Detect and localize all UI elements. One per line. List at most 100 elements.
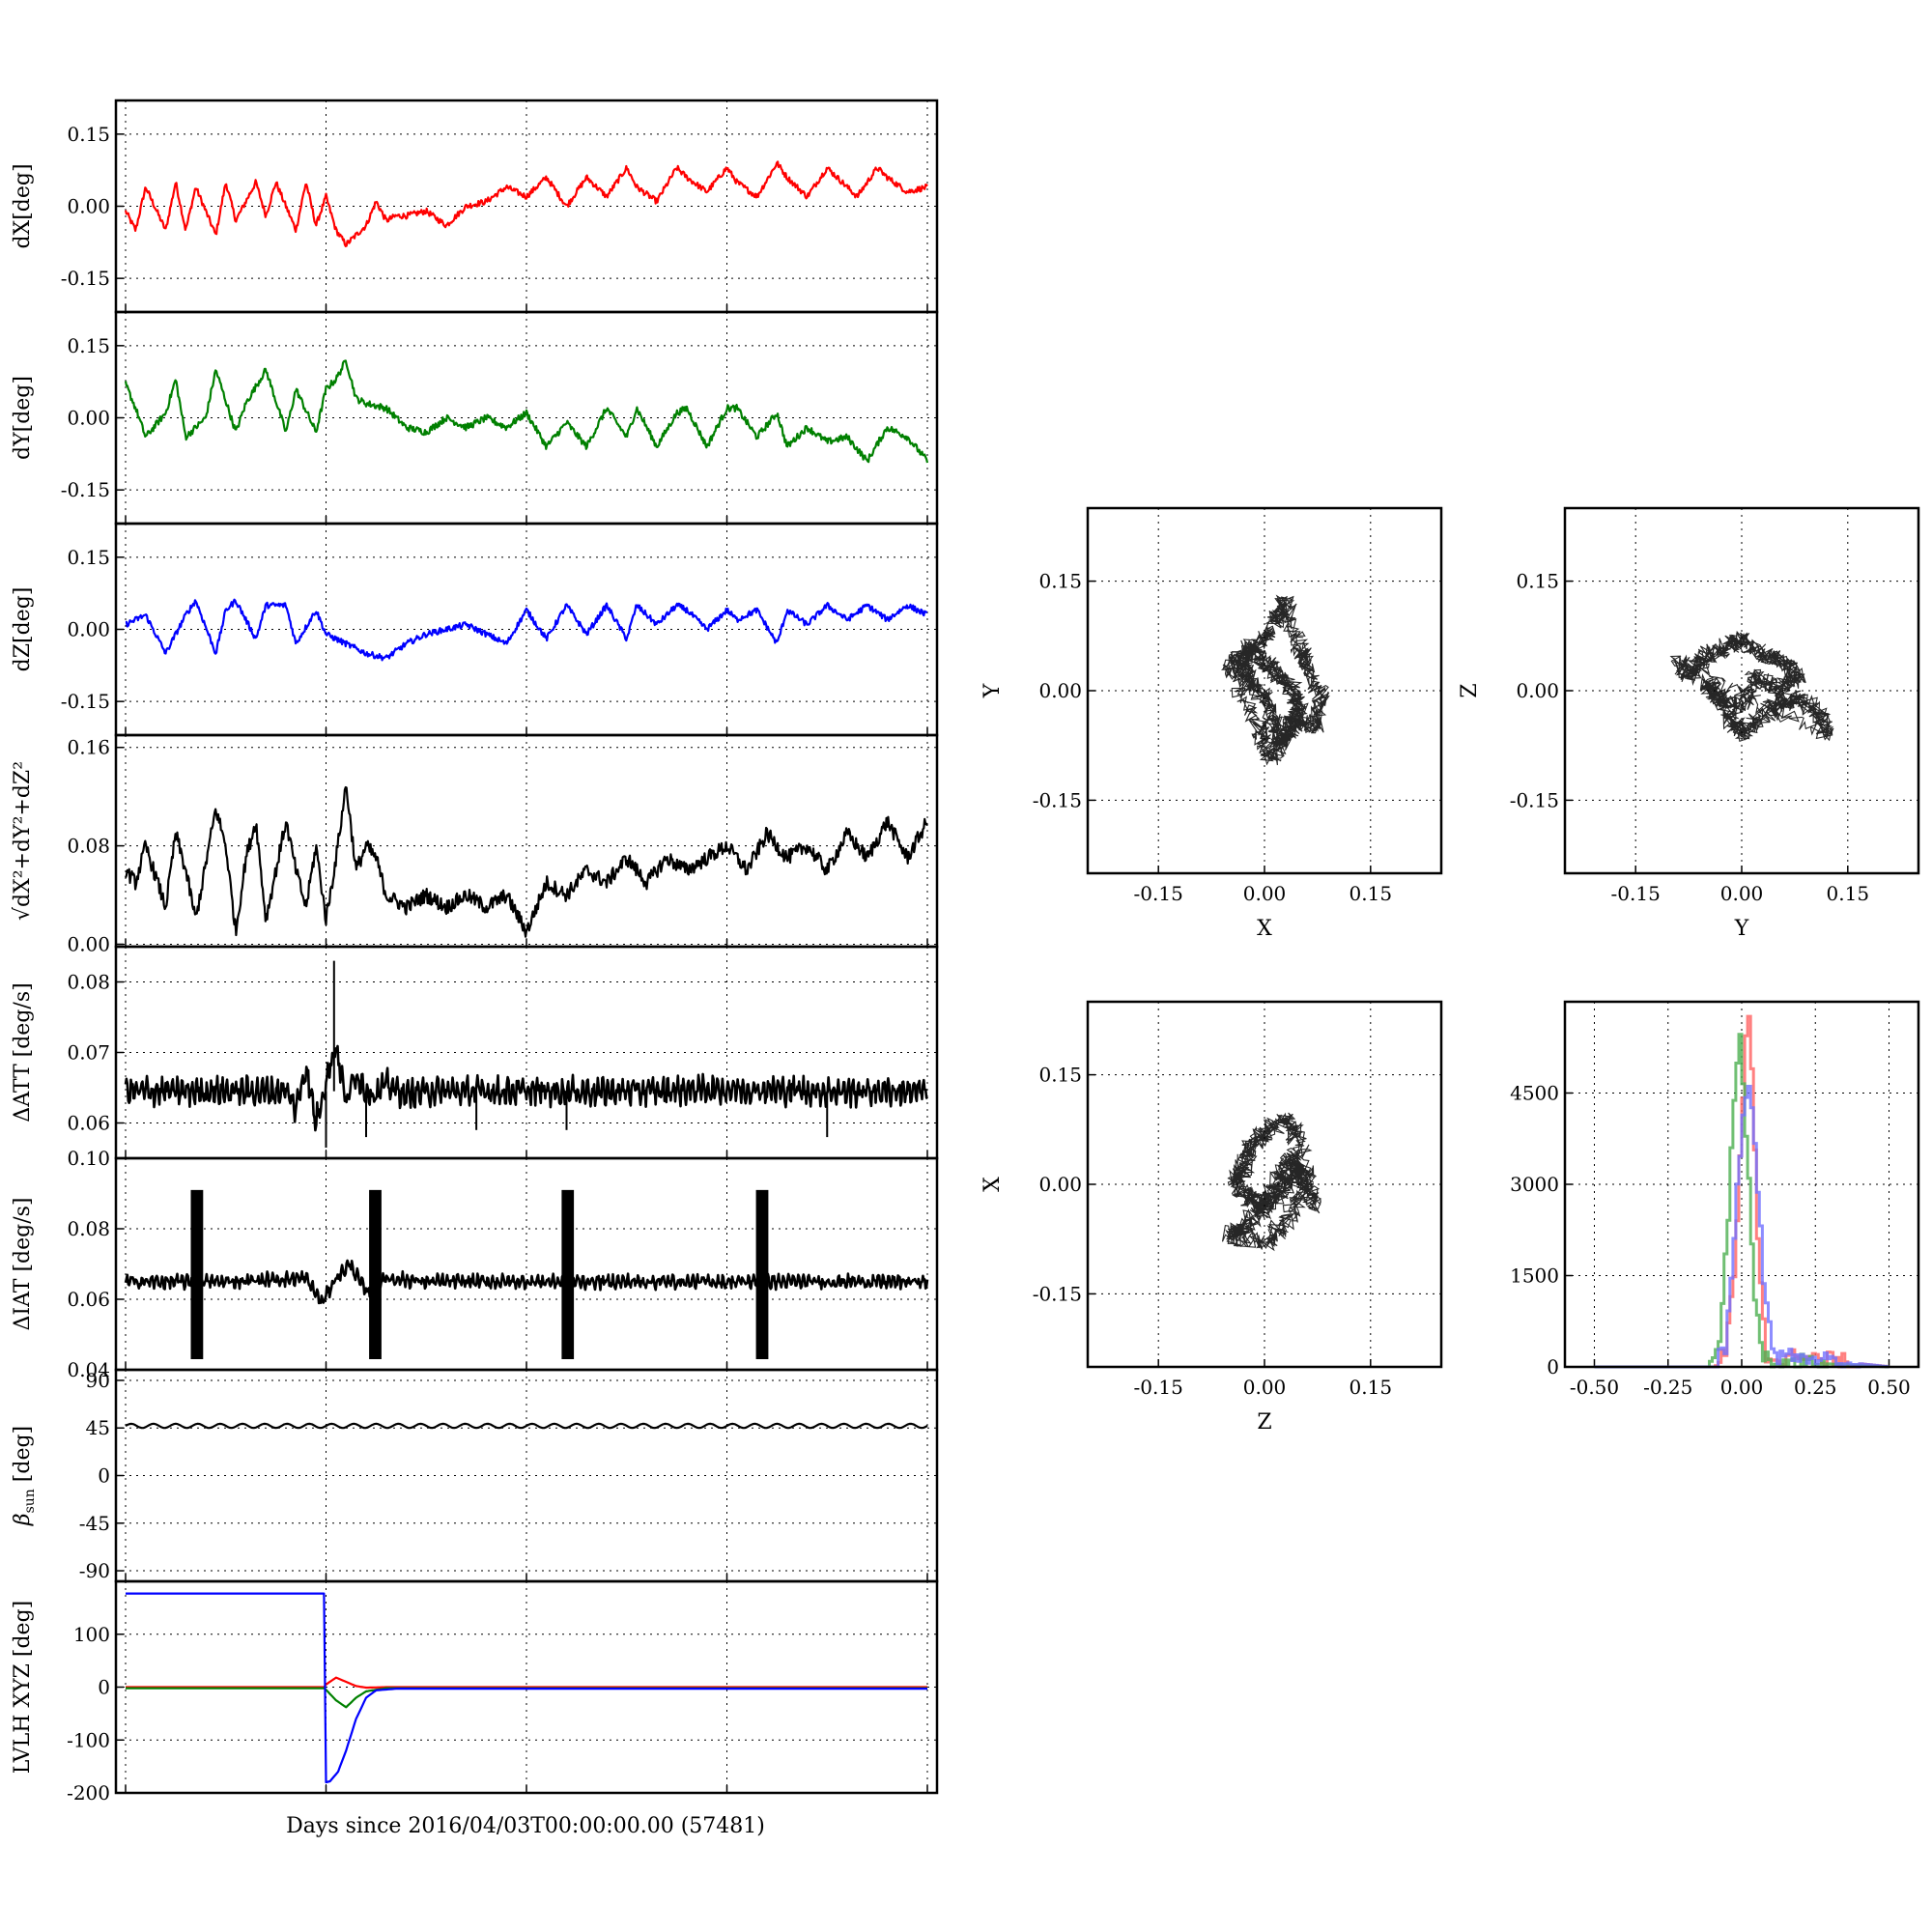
- diat-ytick-label-0: 0.10: [67, 1147, 110, 1170]
- dy-ytick-label-2: -0.15: [61, 478, 110, 501]
- yz-ytick-label-2: -0.15: [1510, 788, 1559, 811]
- xy-xtick-label-1: 0.00: [1243, 882, 1287, 905]
- zx-ytick-label-0: 0.15: [1038, 1064, 1082, 1087]
- xy-y-label: Y: [980, 683, 1005, 698]
- dy-ytick-label-0: 0.15: [67, 334, 110, 357]
- beta-y-label: βsun [deg]: [11, 1426, 38, 1526]
- dz-ytick-label-0: 0.15: [67, 546, 110, 569]
- diat-spike-burst-0: [190, 1189, 204, 1360]
- beta-ytick-label-1: 45: [86, 1416, 110, 1439]
- plots-layer: 0.15 0.00 -0.15 dX[deg] 0.15 0.00 -0.15 dY[deg]…: [11, 99, 1920, 1804]
- lvlh-ytick-label-3: -200: [67, 1781, 110, 1804]
- total-ytick-label-2: 0.00: [67, 932, 110, 955]
- beta-symbol: β: [11, 1513, 35, 1526]
- datt-panel: 0.08 0.07 0.06 ΔATT [deg/s]: [11, 945, 939, 1160]
- dx-ytick-label-0: 0.15: [67, 123, 110, 146]
- beta-ytick-label-4: -90: [79, 1559, 110, 1582]
- zx-scatter-trace: [1221, 1112, 1322, 1252]
- dz-ytick-label-1: 0.00: [67, 618, 110, 641]
- xy-scatter-trace: [1221, 594, 1330, 766]
- xy-ytick-label-2: -0.15: [1033, 788, 1082, 811]
- hist-xtick-label-1: -0.25: [1643, 1376, 1692, 1399]
- xy-x-label: X: [1257, 917, 1272, 941]
- yz-panel: 0.15 0.00 -0.15 -0.15 0.00 0.15 Y Z: [1458, 506, 1920, 941]
- datt-ytick-label-0: 0.08: [67, 971, 110, 994]
- yz-frame: [1563, 506, 1920, 875]
- diat-spike-burst-2: [561, 1189, 575, 1360]
- zx-frame: [1086, 1000, 1443, 1369]
- yz-ytick-label-0: 0.15: [1516, 570, 1559, 593]
- diat-spike-burst-3: [755, 1189, 769, 1360]
- lvlh-ytick-label-2: -100: [67, 1728, 110, 1751]
- beta-panel: 90 45 0 -45 -90 βsun [deg]: [11, 1368, 939, 1583]
- lvlh-ytick-label-1: 0: [98, 1676, 110, 1699]
- diat-y-label: ΔIAT [deg/s]: [11, 1198, 35, 1331]
- hist-ytick-label-3: 0: [1547, 1355, 1559, 1378]
- dx-ytick-label-1: 0.00: [67, 195, 110, 218]
- hist-xtick-label-4: 0.50: [1867, 1376, 1911, 1399]
- hist-series-1: [1594, 1033, 1889, 1369]
- zx-ytick-label-2: -0.15: [1033, 1282, 1082, 1305]
- xy-ytick-label-0: 0.15: [1038, 570, 1082, 593]
- dz-series-0: [125, 598, 928, 662]
- zx-y-label: X: [980, 1177, 1005, 1192]
- lvlh-series-2: [126, 1592, 927, 1784]
- dx-panel: 0.15 0.00 -0.15 dX[deg]: [11, 99, 939, 314]
- beta-unit: [deg]: [11, 1426, 35, 1489]
- diat-spike-burst-1: [369, 1189, 382, 1360]
- diat-series-0: [124, 1259, 929, 1305]
- total-ytick-label-0: 0.16: [67, 736, 110, 759]
- lvlh-y-label: LVLH XYZ [deg]: [11, 1601, 35, 1775]
- xy-panel: 0.15 0.00 -0.15 -0.15 0.00 0.15 X Y: [980, 506, 1443, 941]
- dy-y-label: dY[deg]: [11, 376, 35, 460]
- diat-ytick-label-1: 0.08: [67, 1217, 110, 1240]
- beta-ytick-label-3: -45: [79, 1512, 110, 1535]
- main-x-axis-label: Days since 2016/04/03T00:00:00.00 (57481…: [286, 1814, 765, 1838]
- lvlh-panel: 100 0 -100 -200 LVLH XYZ [deg]: [11, 1579, 939, 1804]
- yz-xtick-label-1: 0.00: [1720, 882, 1764, 905]
- diat-panel: 0.10 0.08 0.06 0.04 ΔIAT [deg/s]: [11, 1147, 939, 1381]
- hist-ytick-label-2: 1500: [1510, 1264, 1559, 1288]
- dx-ytick-label-2: -0.15: [61, 267, 110, 290]
- dz-y-label: dZ[deg]: [11, 587, 35, 672]
- diat-ytick-label-2: 0.06: [67, 1288, 110, 1311]
- zx-xtick-label-0: -0.15: [1134, 1376, 1183, 1399]
- xy-ytick-label-1: 0.00: [1038, 679, 1082, 702]
- beta-ytick-label-2: 0: [98, 1464, 110, 1488]
- dx-series-0: [124, 160, 928, 247]
- dy-panel: 0.15 0.00 -0.15 dY[deg]: [11, 310, 939, 526]
- dz-ytick-label-2: -0.15: [61, 690, 110, 713]
- beta-series-0: [125, 1422, 928, 1430]
- hist-ytick-label-0: 4500: [1510, 1082, 1559, 1105]
- dx-y-label: dX[deg]: [11, 163, 35, 248]
- hist-frame: [1563, 1000, 1920, 1369]
- zx-ytick-label-1: 0.00: [1038, 1173, 1082, 1196]
- dy-series-0: [124, 359, 929, 464]
- zx-xtick-label-2: 0.15: [1350, 1376, 1393, 1399]
- datt-y-label: ΔATT [deg/s]: [11, 982, 35, 1122]
- yz-xtick-label-2: 0.15: [1827, 882, 1870, 905]
- total-series-0: [124, 785, 928, 938]
- beta-ytick-label-0: 90: [86, 1369, 110, 1392]
- hist-xtick-label-2: 0.00: [1720, 1376, 1764, 1399]
- zx-panel: 0.15 0.00 -0.15 -0.15 0.00 0.15 Z X: [980, 1000, 1443, 1435]
- lvlh-series-0: [126, 1676, 927, 1690]
- xy-frame: [1086, 506, 1443, 875]
- hist-panel: 4500 3000 1500 0 -0.50 -0.25 0.00 0.25 0.50: [1510, 1000, 1920, 1399]
- datt-series-0: [124, 1044, 929, 1132]
- zx-x-label: Z: [1257, 1410, 1271, 1435]
- datt-ytick-label-2: 0.06: [67, 1112, 110, 1135]
- xy-xtick-label-0: -0.15: [1134, 882, 1183, 905]
- lvlh-frame: [114, 1579, 939, 1795]
- dy-ytick-label-1: 0.00: [67, 407, 110, 430]
- hist-xtick-label-0: -0.50: [1570, 1376, 1619, 1399]
- yz-ytick-label-1: 0.00: [1516, 679, 1559, 702]
- total-y-label: √dX²+dY²+dZ²: [11, 761, 35, 921]
- yz-x-label: Y: [1734, 917, 1749, 941]
- yz-scatter-trace: [1669, 630, 1834, 743]
- xy-xtick-label-2: 0.15: [1350, 882, 1393, 905]
- total-ytick-label-1: 0.08: [67, 835, 110, 858]
- hist-ytick-label-1: 3000: [1510, 1173, 1559, 1196]
- dz-panel: 0.15 0.00 -0.15 dZ[deg]: [11, 522, 939, 737]
